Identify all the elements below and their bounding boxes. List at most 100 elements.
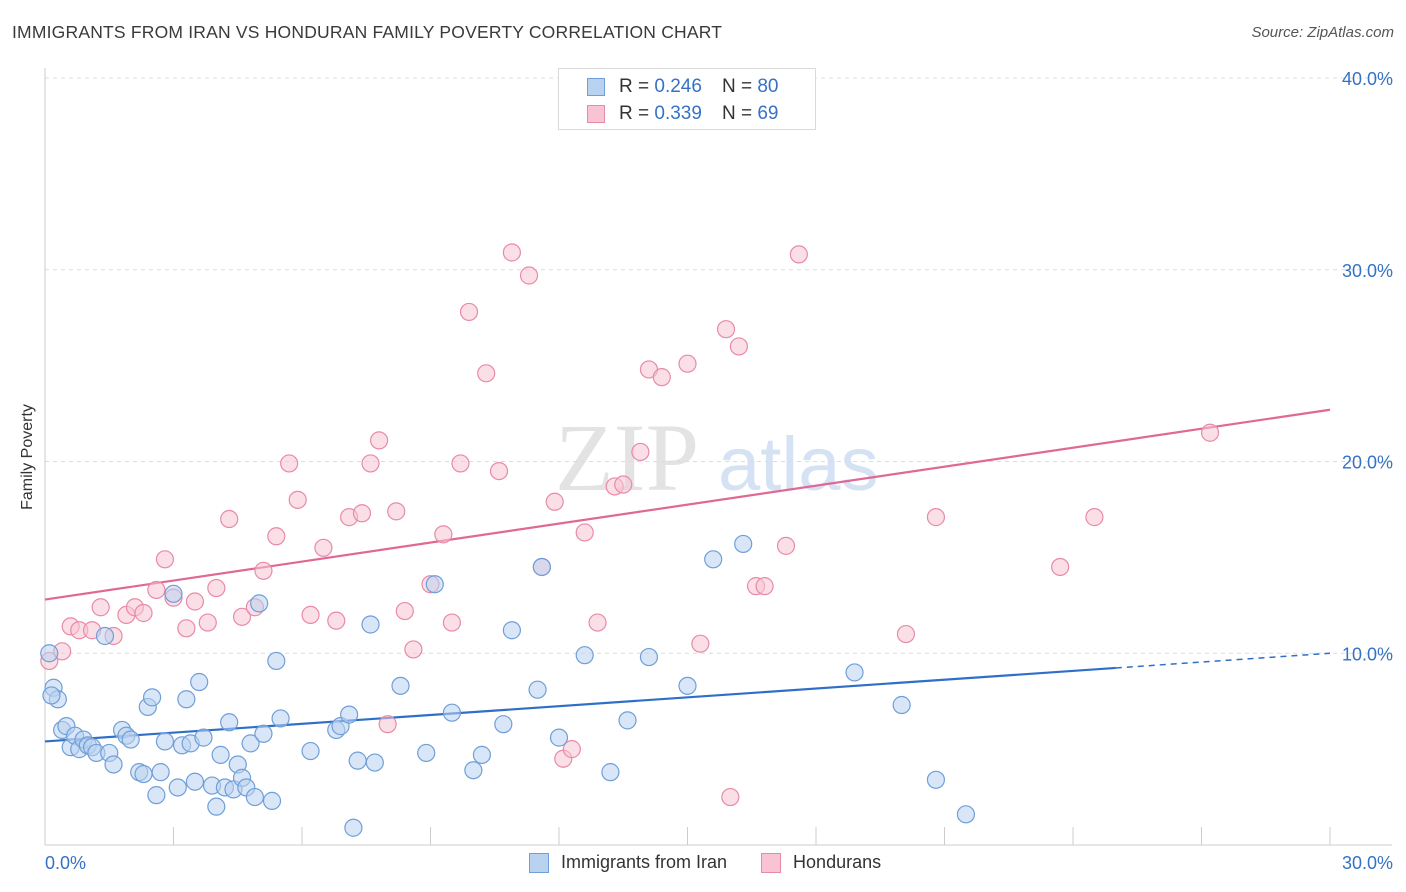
point-hondurans: [314, 538, 333, 557]
point-hondurans: [442, 613, 462, 632]
point-iran: [121, 730, 140, 749]
point-hondurans: [352, 504, 372, 523]
point-iran: [241, 734, 260, 753]
point-hondurans: [387, 502, 406, 521]
point-hondurans: [729, 337, 749, 356]
point-iran: [168, 778, 187, 797]
y-tick-label: 10.0%: [1342, 644, 1393, 664]
point-iran: [267, 651, 286, 671]
point-hondurans: [459, 302, 479, 322]
x-tick-label: 30.0%: [1342, 853, 1393, 873]
axes: [44, 68, 1392, 846]
point-iran: [142, 688, 162, 707]
point-hondurans: [91, 598, 110, 617]
point-hondurans: [789, 245, 808, 264]
r-label: R =: [619, 103, 650, 124]
point-hondurans: [691, 634, 710, 653]
point-iran: [301, 741, 320, 761]
point-iran: [926, 770, 946, 789]
point-iran: [472, 745, 491, 764]
point-iran: [639, 647, 659, 667]
point-hondurans: [134, 603, 153, 623]
point-iran: [365, 753, 384, 772]
point-hondurans: [678, 354, 697, 373]
point-hondurans: [301, 605, 320, 625]
point-iran: [361, 615, 380, 634]
point-iran: [104, 755, 123, 774]
point-iran: [250, 594, 269, 613]
point-hondurans: [327, 611, 346, 630]
legend-item-iran[interactable]: Immigrants from Iran: [529, 852, 727, 873]
point-hondurans: [267, 527, 286, 546]
y-tick-label: 30.0%: [1342, 261, 1393, 281]
legend-item-hondurans[interactable]: Hondurans: [761, 852, 881, 873]
point-hondurans: [545, 492, 564, 511]
point-hondurans: [434, 525, 453, 544]
point-iran: [164, 584, 183, 603]
point-hondurans: [721, 787, 740, 807]
point-iran: [678, 676, 697, 695]
point-hondurans: [395, 601, 414, 621]
point-iran: [845, 663, 864, 682]
point-iran: [417, 743, 436, 763]
point-iran: [344, 818, 363, 837]
point-iran: [391, 676, 410, 695]
point-hondurans: [519, 266, 539, 285]
r-value-iran: 0.246: [654, 76, 702, 97]
point-hondurans: [147, 580, 166, 600]
point-iran: [194, 728, 213, 747]
point-hondurans: [477, 364, 496, 383]
point-hondurans: [280, 454, 299, 473]
trend-line-iran-extension: [1115, 652, 1331, 669]
data-points: [40, 243, 1220, 837]
point-iran: [147, 786, 166, 805]
point-iran: [734, 534, 753, 554]
point-iran: [892, 695, 911, 715]
point-iran: [42, 686, 61, 705]
point-iran: [528, 680, 547, 699]
point-iran: [549, 728, 569, 747]
legend-label-hondurans: Hondurans: [793, 852, 882, 872]
y-axis-label: Family Poverty: [19, 404, 36, 510]
point-hondurans: [776, 536, 796, 555]
y-tick-label: 40.0%: [1342, 69, 1393, 89]
point-iran: [151, 763, 170, 782]
source-credit: Source: ZipAtlas.com: [1251, 24, 1394, 41]
point-hondurans: [207, 578, 226, 598]
y-tick-label: 20.0%: [1342, 453, 1393, 473]
n-value-iran: 80: [757, 76, 779, 97]
legend-row-hondurans: R = 0.339 N = 69: [587, 101, 778, 127]
point-iran: [340, 705, 359, 724]
point-iran: [494, 715, 513, 734]
point-iran: [220, 713, 239, 732]
point-hondurans: [155, 550, 175, 569]
point-hondurans: [896, 624, 916, 644]
legend-marker-iran: [529, 852, 549, 873]
point-hondurans: [232, 607, 252, 626]
point-hondurans: [716, 320, 736, 339]
point-iran: [190, 672, 209, 692]
point-iran: [575, 646, 594, 665]
point-iran: [177, 690, 196, 709]
point-hondurans: [502, 243, 521, 262]
point-hondurans: [220, 509, 239, 529]
r-label: R =: [619, 76, 650, 97]
point-iran: [95, 626, 115, 646]
point-iran: [40, 644, 59, 663]
grid-lines: [45, 77, 1392, 654]
point-iran: [271, 709, 290, 728]
point-hondurans: [361, 454, 380, 473]
point-iran: [601, 763, 620, 782]
point-hondurans: [370, 431, 389, 450]
chart-title: IMMIGRANTS FROM IRAN VS HONDURAN FAMILY …: [12, 22, 723, 42]
point-hondurans: [378, 715, 397, 734]
watermark-zip: ZIP: [555, 404, 699, 511]
point-iran: [425, 575, 444, 594]
legend-label-iran: Immigrants from Iran: [561, 852, 728, 872]
point-hondurans: [489, 461, 509, 481]
point-hondurans: [575, 523, 594, 542]
point-hondurans: [288, 490, 307, 509]
n-label: N =: [721, 103, 753, 124]
point-hondurans: [562, 740, 581, 759]
